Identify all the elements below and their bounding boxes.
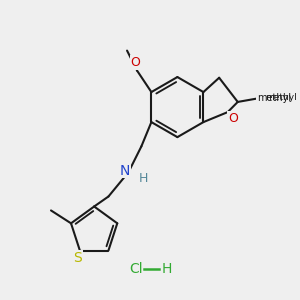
- Text: methyl: methyl: [257, 93, 291, 103]
- Text: H: H: [139, 172, 148, 185]
- Text: O: O: [228, 112, 238, 125]
- Text: Cl: Cl: [129, 262, 143, 276]
- Text: N: N: [120, 164, 130, 178]
- Text: methyl: methyl: [265, 93, 297, 102]
- Text: S: S: [73, 251, 82, 265]
- Text: H: H: [162, 262, 172, 276]
- Text: O: O: [131, 56, 141, 69]
